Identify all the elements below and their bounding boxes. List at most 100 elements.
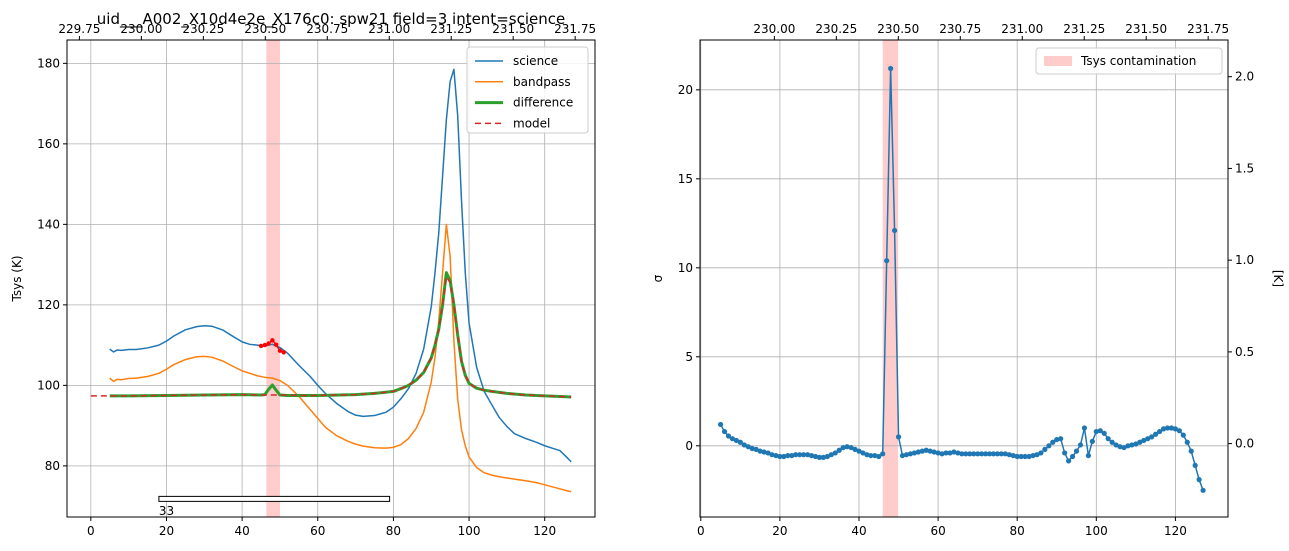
p1-series-point	[1081, 425, 1088, 431]
p1-series-point	[1089, 438, 1095, 444]
p1-top-tick-label: 231.25	[1063, 22, 1105, 36]
p0-series-line-bandpass	[109, 223, 572, 493]
p1-series-point	[880, 451, 886, 457]
p1-series-point	[1149, 434, 1155, 440]
p1-series-point	[994, 451, 1001, 457]
p1-series-point	[982, 451, 989, 457]
p0-flagged-point	[273, 342, 279, 347]
p1-series-point	[1196, 477, 1202, 483]
p1-top-tick-label: 230.75	[939, 22, 981, 36]
p1-series-point	[1014, 453, 1020, 460]
p1-right-axis-label: [K]	[1271, 270, 1285, 287]
p1-series-point	[864, 452, 870, 458]
p1-series-point	[975, 451, 981, 457]
p1-y-axis-label: σ	[651, 274, 665, 282]
p1-series-point	[915, 449, 921, 455]
p1-series-point	[1026, 453, 1032, 460]
p1-series-point	[884, 258, 890, 264]
p0-flagged-point	[281, 350, 286, 355]
p0-y-tick-label: 80	[45, 459, 60, 473]
p1-series-point	[801, 452, 807, 458]
p1-series-point	[1160, 426, 1167, 432]
p1-series-point	[1097, 428, 1103, 434]
p1-series-point	[990, 451, 997, 457]
p1-series-point	[1137, 439, 1143, 445]
p1-series-point	[1030, 452, 1036, 459]
p1-series-point	[737, 439, 743, 445]
p1-series-point	[820, 454, 826, 460]
p0-y-tick-label: 160	[37, 137, 60, 151]
p1-series-point	[789, 452, 795, 459]
p0-x-tick-label: 60	[310, 524, 325, 538]
p0-axes-frame	[66, 39, 596, 518]
p1-series-point	[757, 448, 763, 454]
p0-contamination-band	[266, 40, 280, 517]
p1-series-point	[828, 452, 834, 458]
p1-contamination-band	[882, 40, 899, 517]
p0-x-tick-label: 0	[87, 524, 95, 538]
p1-y-tick-label: 10	[678, 261, 693, 275]
p1-top-tick-label: 231.50	[1125, 22, 1167, 36]
p1-x-tick-label: 80	[1010, 524, 1025, 538]
p1-series-point	[729, 436, 736, 442]
p1-series-point	[793, 452, 799, 458]
p1-series-point	[895, 434, 902, 440]
p1-right-tick-label: 1.0	[1235, 253, 1254, 267]
p1-series-point	[1129, 442, 1135, 448]
p1-series-point	[745, 444, 751, 450]
p1-x-tick-label: 0	[697, 524, 705, 538]
p1-series-point	[1168, 425, 1175, 431]
p1-top-tick-label: 231.75	[1187, 22, 1229, 36]
p1-series-point	[1153, 431, 1159, 437]
p1-series-point	[1069, 453, 1076, 460]
p1-y-tick-label: 20	[678, 83, 693, 97]
p0-x-tick-label: 100	[458, 524, 481, 538]
p1-series-point	[721, 428, 728, 435]
p1-series-point	[797, 452, 803, 458]
p1-series-point	[844, 444, 850, 450]
p1-series-point	[1188, 448, 1194, 454]
p1-series-point	[848, 444, 854, 451]
p1-series-point	[899, 452, 906, 459]
p1-series-point	[1046, 443, 1052, 449]
p1-series-point	[1018, 453, 1024, 460]
p1-right-tick-label: 0.5	[1235, 345, 1254, 359]
p1-series-point	[967, 451, 973, 457]
p1-series-point	[765, 450, 771, 456]
p0-top-tick-label: 231.25	[430, 22, 472, 36]
p1-legend-box	[1035, 47, 1223, 75]
p1-series-point	[1125, 443, 1131, 449]
p1-right-tick-label: 0.0	[1235, 437, 1254, 451]
p1-series-point	[1109, 439, 1115, 445]
p1-series-point	[1038, 450, 1044, 456]
p1-series-point	[1093, 428, 1099, 435]
p0-legend-label: model	[513, 116, 550, 130]
p1-series-point	[971, 451, 977, 457]
p1-series-point	[903, 452, 910, 458]
p0-flagged-point	[266, 341, 271, 346]
p1-series-point	[832, 450, 838, 456]
p1-series-point	[1058, 436, 1064, 442]
p1-legend-swatch	[1044, 56, 1072, 66]
p1-series-point	[979, 451, 985, 457]
p1-series-point	[1113, 442, 1119, 448]
p1-y-tick-label: 5	[685, 350, 693, 364]
p0-flagged-point	[262, 342, 268, 348]
p1-right-tick-label: 1.5	[1235, 161, 1254, 175]
p1-x-tick-label: 60	[930, 524, 945, 538]
p1-y-tick-label: 0	[685, 439, 693, 453]
p1-series-point	[911, 450, 917, 456]
p1-series-point	[943, 450, 949, 456]
p1-series-point	[1133, 441, 1139, 447]
p1-series-point	[1034, 452, 1040, 458]
p1-series-point	[891, 227, 898, 234]
p1-series-point	[860, 450, 866, 456]
p1-series-point	[876, 453, 882, 460]
p0-x-tick-label: 20	[159, 524, 174, 538]
p1-x-tick-label: 100	[1085, 524, 1108, 538]
p1-series-point	[769, 452, 775, 458]
p1-series-point	[773, 452, 779, 459]
p1-top-tick-label: 230.50	[877, 22, 919, 36]
p1-series-point	[753, 446, 759, 452]
